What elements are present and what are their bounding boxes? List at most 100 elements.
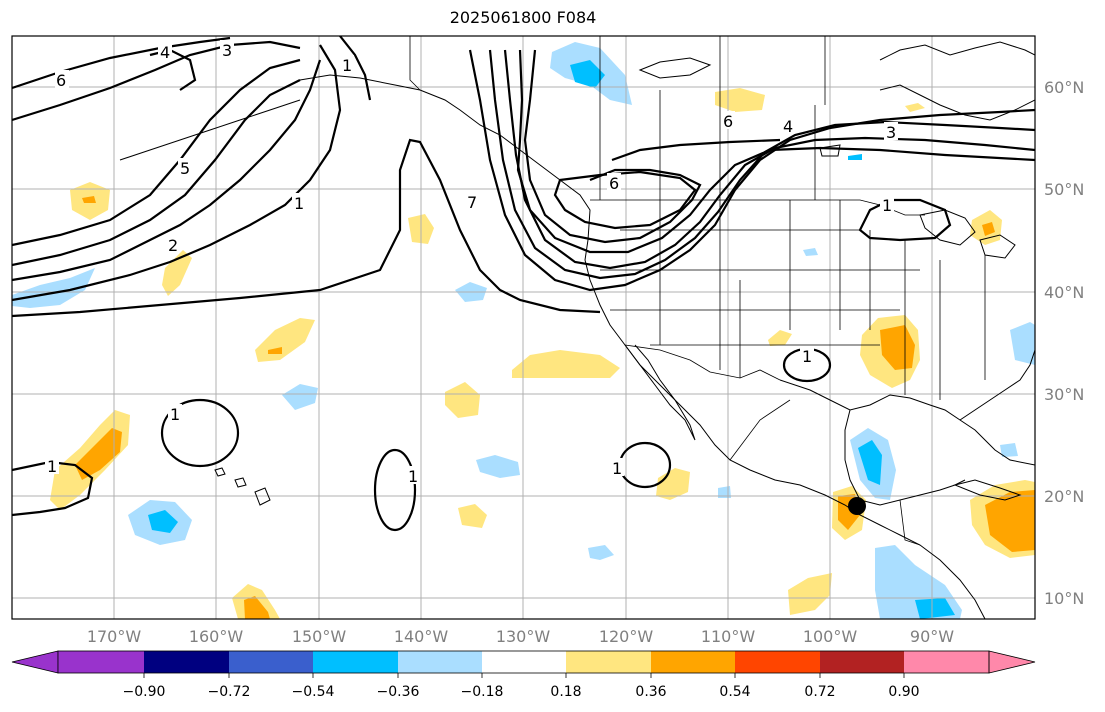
colorbar-segment — [651, 651, 735, 673]
colorbar-frame — [57, 650, 990, 674]
contour-label: 3 — [222, 41, 232, 60]
colorbar-segment — [313, 651, 398, 673]
colorbar-segment — [398, 651, 482, 673]
contour-label: 6 — [56, 71, 66, 90]
lat-tick: 20°N — [1044, 487, 1084, 506]
contour-label: 3 — [886, 123, 896, 142]
negative-anomaly-area — [858, 440, 882, 485]
negative-anomaly-area — [1000, 443, 1018, 457]
lat-tick: 60°N — [1044, 78, 1084, 97]
negative-anomaly-area — [570, 60, 605, 88]
location-marker — [848, 497, 866, 515]
colorbar-segment — [735, 651, 820, 673]
lat-tick: 50°N — [1044, 180, 1084, 199]
negative-anomaly-area — [848, 154, 862, 160]
negative-anomaly-area — [803, 248, 818, 256]
colorbar-tick-label: −0.36 — [377, 684, 420, 700]
colorbar-tick-label: 0.54 — [719, 684, 750, 700]
negative-anomaly-area — [12, 268, 95, 308]
contour-label: 1 — [170, 405, 180, 424]
contour-label: 1 — [612, 459, 622, 478]
positive-anomaly-area — [512, 350, 620, 378]
negative-anomaly-area — [148, 510, 178, 533]
colorbar-tick-label: −0.54 — [292, 684, 335, 700]
lon-tick: 170°W — [87, 627, 142, 646]
lon-tick-labels: 170°W 160°W 150°W 140°W 130°W 120°W 110°… — [87, 627, 954, 646]
lon-tick: 120°W — [599, 627, 654, 646]
lon-tick: 130°W — [496, 627, 551, 646]
colorbar-extend-low — [11, 650, 59, 674]
colorbar-segment — [144, 651, 229, 673]
colorbar: −0.90 −0.72 −0.54 −0.36 −0.18 0.18 0.36 … — [11, 650, 1036, 700]
positive-anomaly-area — [82, 196, 96, 203]
contour-lines — [12, 36, 1035, 532]
negative-anomaly-area — [282, 384, 318, 410]
contour-label: 4 — [160, 43, 170, 62]
colorbar-ticks — [143, 673, 905, 678]
positive-anomaly-area — [788, 573, 832, 615]
colorbar-tick-label: −0.90 — [123, 684, 166, 700]
positive-anomaly-area — [75, 428, 122, 480]
contour-label: 1 — [882, 196, 892, 215]
contour-label: 7 — [467, 193, 477, 212]
colorbar-segment — [820, 651, 904, 673]
colorbar-extend-high — [988, 650, 1036, 674]
colorbar-tick-label: 0.18 — [550, 684, 581, 700]
negative-anomaly-area — [915, 598, 955, 619]
lon-tick: 90°W — [910, 627, 954, 646]
colorbar-segment — [229, 651, 313, 673]
positive-anomaly-area — [985, 490, 1035, 552]
positive-anomaly-area — [162, 250, 192, 296]
positive-anomaly-area — [656, 468, 690, 500]
lat-tick: 40°N — [1044, 283, 1084, 302]
contour-label: 1 — [802, 347, 812, 366]
positive-anomaly-area — [905, 103, 925, 112]
contour-label: 4 — [783, 117, 793, 136]
colorbar-tick-label: −0.72 — [208, 684, 251, 700]
positive-anomaly-area — [715, 88, 765, 112]
positive-anomaly-area — [268, 347, 282, 354]
lat-tick-labels: 60°N 50°N 40°N 30°N 20°N 10°N — [1044, 78, 1084, 608]
closed-contour — [160, 398, 240, 468]
negative-anomaly-area — [588, 545, 614, 560]
contour-label: 2 — [168, 236, 178, 255]
lon-tick: 140°W — [394, 627, 449, 646]
contour-label: 6 — [609, 174, 619, 193]
lat-tick: 10°N — [1044, 589, 1084, 608]
positive-anomaly-area — [255, 318, 315, 362]
colorbar-tick-label: 0.72 — [804, 684, 835, 700]
map-title: 2025061800 F084 — [449, 8, 597, 27]
negative-anomaly-area — [1010, 322, 1035, 365]
colorbar-tick-label: −0.18 — [461, 684, 504, 700]
colorbar-tick-label: 0.90 — [888, 684, 919, 700]
colorbar-segment — [482, 651, 566, 673]
closed-contour — [618, 441, 672, 489]
positive-anomaly-area — [982, 222, 995, 236]
lon-tick: 150°W — [292, 627, 347, 646]
lon-tick: 160°W — [189, 627, 244, 646]
colorbar-segment — [566, 651, 651, 673]
lon-tick: 100°W — [803, 627, 858, 646]
contour-label: 1 — [47, 457, 57, 476]
positive-anomaly-area — [880, 325, 915, 370]
contour-label: 1 — [408, 467, 418, 486]
contour-label: 1 — [294, 194, 304, 213]
political-borders — [409, 36, 986, 546]
colorbar-segment — [904, 651, 989, 673]
positive-anomaly-area — [458, 504, 487, 528]
colorbar-segment — [58, 651, 144, 673]
positive-anomaly-area — [768, 330, 792, 346]
colorbar-tick-label: 0.36 — [635, 684, 666, 700]
positive-anomaly-area — [445, 382, 480, 418]
gridlines — [12, 36, 1035, 619]
lon-tick: 110°W — [701, 627, 756, 646]
contour-label: 6 — [723, 112, 733, 131]
map-frame — [11, 35, 1036, 620]
contour-labels: 6 3 4 1 5 2 1 6 4 3 7 6 1 1 1 1 1 1 — [45, 40, 898, 486]
contour-label: 1 — [342, 56, 352, 75]
positive-anomaly-area — [244, 596, 270, 619]
lat-tick: 30°N — [1044, 385, 1084, 404]
negative-anomaly-area — [476, 455, 520, 478]
contour-label: 5 — [180, 159, 190, 178]
